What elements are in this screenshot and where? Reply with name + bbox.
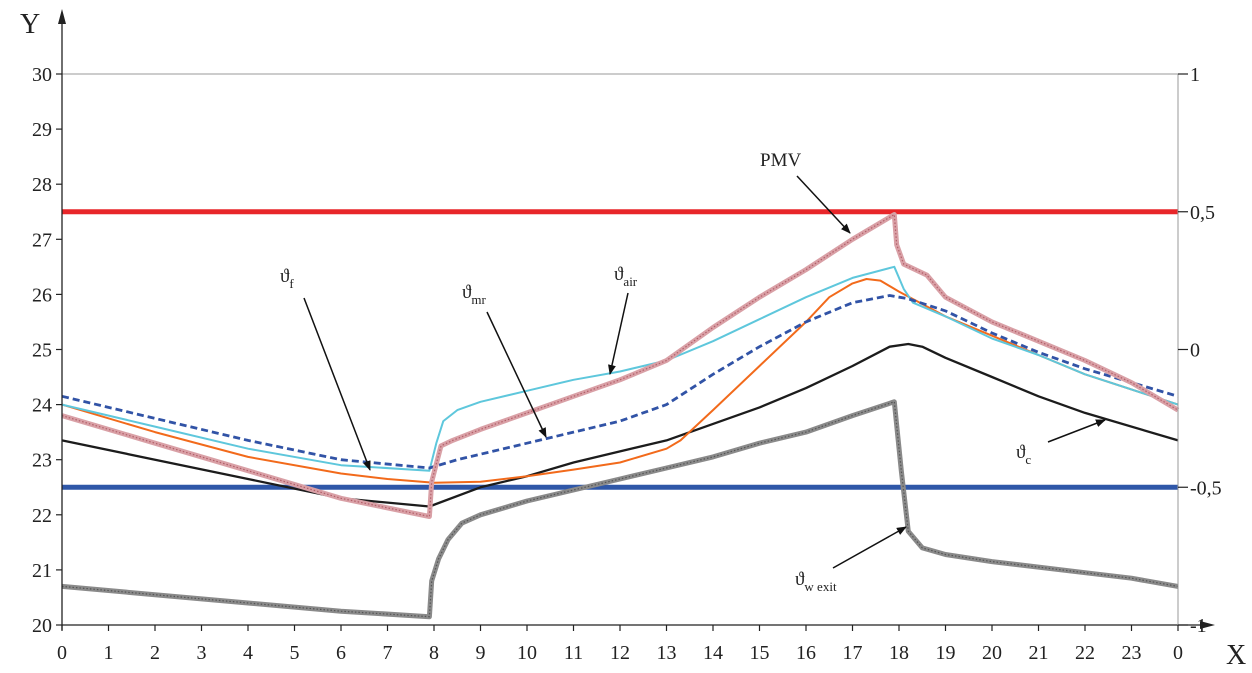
y2-tick-label: 0 xyxy=(1190,340,1200,362)
series-line-w_exit xyxy=(61,399,1179,620)
annotation-c: ϑc xyxy=(1016,442,1031,467)
y-tick-label: 20 xyxy=(32,615,52,637)
y-axis-arrow xyxy=(58,9,66,24)
series-texture-w_exit xyxy=(61,400,1179,618)
y-tick-label: 26 xyxy=(32,284,52,306)
arrow-pmv xyxy=(796,175,851,234)
arrow-c xyxy=(1047,419,1106,443)
x-tick-label: 20 xyxy=(982,642,1002,664)
x-tick-label: 3 xyxy=(197,642,207,664)
y-tick-label: 30 xyxy=(32,64,52,86)
x-tick-label: 18 xyxy=(889,642,909,664)
x-axis-arrow xyxy=(1200,621,1215,629)
arrow-f xyxy=(303,297,371,471)
x-tick-label: 10 xyxy=(517,642,537,664)
x-tick-label: 12 xyxy=(610,642,630,664)
y-ticks: 20 21 22 23 24 25 26 27 28 29 30 xyxy=(32,64,62,637)
x-tick-label: 17 xyxy=(843,642,863,664)
x-tick-label: 6 xyxy=(336,642,346,664)
x-axis-title: X xyxy=(1226,640,1246,671)
series-line-air xyxy=(61,265,1179,472)
y-tick-label: 22 xyxy=(32,505,52,527)
series-layer xyxy=(61,212,1180,620)
y2-tick-label: -0,5 xyxy=(1190,477,1222,499)
x-tick-label: 13 xyxy=(657,642,677,664)
annotation-w-exit: ϑw exit xyxy=(795,569,837,594)
x-tick-label: 4 xyxy=(243,642,253,664)
x-tick-label: 22 xyxy=(1075,642,1095,664)
reference-lines xyxy=(62,73,1178,490)
x-tick-label: 2 xyxy=(150,642,160,664)
series-line-c xyxy=(61,342,1179,508)
y-tick-label: 24 xyxy=(32,395,52,417)
x-tick-label: 0 xyxy=(57,642,67,664)
annotation-pmv: PMV xyxy=(760,150,801,171)
y2-ticks: 1 0,5 0 -0,5 -1 xyxy=(1178,64,1222,637)
x-tick-label: 1 xyxy=(104,642,114,664)
x-tick-label: 19 xyxy=(936,642,956,664)
y2-tick-label: 1 xyxy=(1190,64,1200,86)
x-tick-label: 23 xyxy=(1122,642,1142,664)
y-axis-title: Y xyxy=(20,9,40,40)
series-line-mr xyxy=(61,294,1179,470)
x-tick-label: 11 xyxy=(564,642,583,664)
x-tick-label: 16 xyxy=(796,642,816,664)
x-tick-label: 7 xyxy=(383,642,393,664)
y2-tick-label: -1 xyxy=(1190,615,1207,637)
arrow-w-exit xyxy=(832,526,907,569)
x-tick-label: 8 xyxy=(429,642,439,664)
y-tick-label: 25 xyxy=(32,340,52,362)
y-tick-label: 23 xyxy=(32,450,52,472)
series-line-pmv xyxy=(61,212,1180,519)
annotation-mr: ϑmr xyxy=(462,282,487,307)
x-tick-label: 5 xyxy=(290,642,300,664)
x-ticks: 0 1 2 3 4 5 6 7 8 9 10 11 12 13 14 15 16 17 18 19 20 21 22 23 0 xyxy=(57,625,1183,664)
x-tick-label: 15 xyxy=(750,642,770,664)
series-texture-pmv xyxy=(61,213,1179,518)
y-tick-label: 21 xyxy=(32,560,52,582)
x-tick-label: 14 xyxy=(703,642,723,664)
arrow-air xyxy=(608,292,629,375)
x-tick-label: 21 xyxy=(1029,642,1049,664)
y-tick-label: 27 xyxy=(32,229,52,251)
y-tick-label: 29 xyxy=(32,119,52,141)
y-tick-label: 28 xyxy=(32,174,52,196)
annotation-f: ϑf xyxy=(280,266,294,291)
x-tick-label: 9 xyxy=(476,642,486,664)
arrow-mr xyxy=(486,311,547,438)
y2-tick-label: 0,5 xyxy=(1190,202,1215,224)
x-tick-label: 0 xyxy=(1173,642,1183,664)
annotation-air: ϑair xyxy=(614,264,638,289)
